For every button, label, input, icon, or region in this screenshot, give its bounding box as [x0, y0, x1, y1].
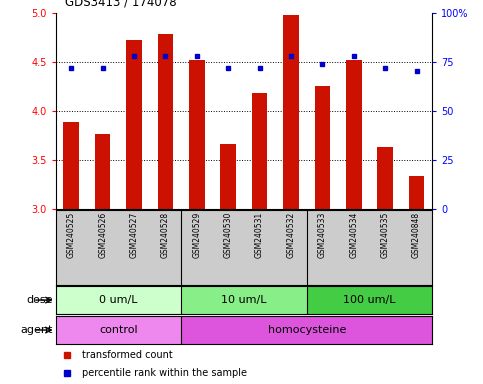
- Bar: [307, 286, 432, 314]
- Text: 100 um/L: 100 um/L: [343, 295, 396, 305]
- Text: GSM240531: GSM240531: [255, 212, 264, 258]
- Bar: [63, 122, 79, 209]
- Bar: [157, 34, 173, 209]
- Bar: [346, 60, 362, 209]
- Text: GSM240848: GSM240848: [412, 212, 421, 258]
- Text: homocysteine: homocysteine: [268, 325, 346, 335]
- Text: GSM240530: GSM240530: [224, 212, 233, 258]
- Text: GSM240528: GSM240528: [161, 212, 170, 258]
- Text: GSM240529: GSM240529: [192, 212, 201, 258]
- Text: GSM240535: GSM240535: [381, 212, 390, 258]
- Bar: [56, 286, 181, 314]
- Bar: [181, 316, 432, 344]
- Text: GSM240525: GSM240525: [67, 212, 76, 258]
- Bar: [95, 134, 111, 209]
- Bar: [56, 316, 181, 344]
- Text: 0 um/L: 0 um/L: [99, 295, 138, 305]
- Text: GSM240534: GSM240534: [349, 212, 358, 258]
- Text: transformed count: transformed count: [82, 350, 172, 360]
- Bar: [220, 144, 236, 209]
- Text: percentile rank within the sample: percentile rank within the sample: [82, 368, 247, 378]
- Text: GSM240532: GSM240532: [286, 212, 296, 258]
- Text: 10 um/L: 10 um/L: [221, 295, 267, 305]
- Text: control: control: [99, 325, 138, 335]
- Bar: [181, 286, 307, 314]
- Bar: [283, 15, 299, 209]
- Text: agent: agent: [21, 325, 53, 335]
- Text: GSM240527: GSM240527: [129, 212, 139, 258]
- Bar: [189, 60, 205, 209]
- Bar: [377, 147, 393, 209]
- Text: GSM240526: GSM240526: [98, 212, 107, 258]
- Bar: [252, 93, 268, 209]
- Bar: [314, 86, 330, 209]
- Bar: [409, 176, 425, 209]
- Text: dose: dose: [27, 295, 53, 305]
- Bar: [126, 40, 142, 209]
- Text: GSM240533: GSM240533: [318, 212, 327, 258]
- Text: GDS3413 / 174078: GDS3413 / 174078: [65, 0, 177, 9]
